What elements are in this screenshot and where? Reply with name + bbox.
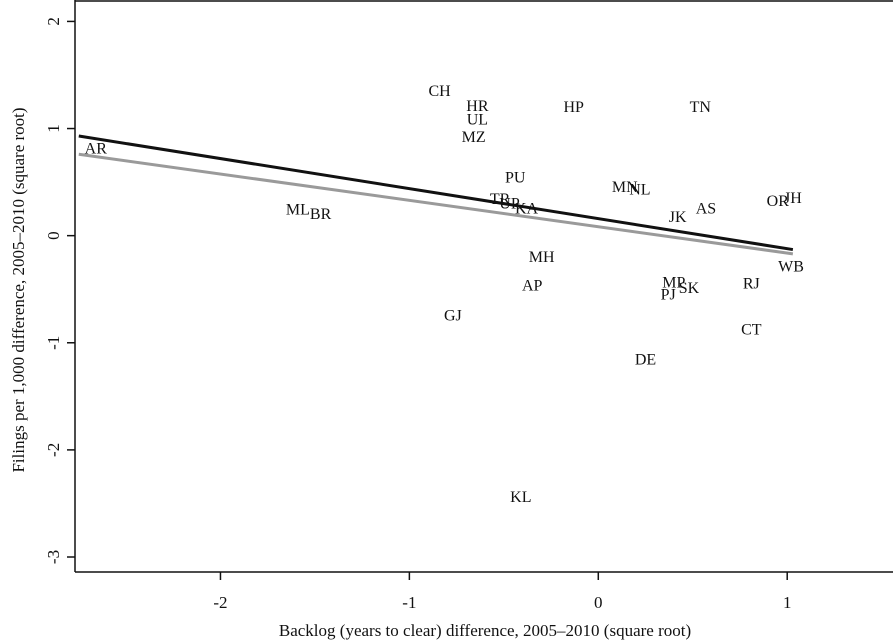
point-label: MN <box>612 179 638 196</box>
point-label: KL <box>510 489 531 506</box>
x-tick-label: -2 <box>213 593 227 612</box>
point-label: WB <box>778 258 804 275</box>
x-tick-label: 0 <box>594 593 603 612</box>
y-tick-label: -2 <box>44 443 63 457</box>
point-label: MH <box>529 249 555 266</box>
point-label: BR <box>310 206 332 223</box>
point-label: RJ <box>743 276 760 293</box>
point-label: CT <box>741 322 762 339</box>
y-tick-label: -3 <box>44 550 63 564</box>
point-label: OR <box>767 193 790 210</box>
point-label: SK <box>679 280 700 297</box>
y-tick-label: 0 <box>44 231 63 240</box>
point-label: JK <box>669 209 687 226</box>
point-label: AP <box>522 278 543 295</box>
y-tick-label: 1 <box>44 124 63 133</box>
point-label: NL <box>629 181 650 198</box>
point-label: HP <box>564 99 585 116</box>
point-label: KA <box>515 201 539 218</box>
x-tick-label: 1 <box>783 593 792 612</box>
point-label: PJ <box>661 286 676 303</box>
point-label: TR <box>490 191 511 208</box>
x-axis-label: Backlog (years to clear) difference, 200… <box>279 621 691 640</box>
y-tick-label: -1 <box>44 336 63 350</box>
y-tick-label: 2 <box>44 17 63 26</box>
point-label: ML <box>286 202 310 219</box>
point-label: DE <box>635 352 656 369</box>
point-label: TN <box>690 99 712 116</box>
point-label: UL <box>467 112 488 129</box>
point-label: GJ <box>444 308 462 325</box>
point-label: CH <box>428 83 451 100</box>
point-label: HR <box>466 98 489 115</box>
point-label: UP <box>499 195 520 212</box>
point-label: AS <box>696 201 716 218</box>
point-label: AR <box>85 141 108 158</box>
x-tick-label: -1 <box>402 593 416 612</box>
fit-line <box>78 134 794 252</box>
point-label: PU <box>505 170 526 187</box>
point-label: JH <box>784 190 802 207</box>
fit-line <box>78 152 794 256</box>
point-label: MP <box>662 275 685 292</box>
y-axis-label: Filings per 1,000 difference, 2005–2010 … <box>9 107 28 472</box>
point-label: MZ <box>462 129 486 146</box>
